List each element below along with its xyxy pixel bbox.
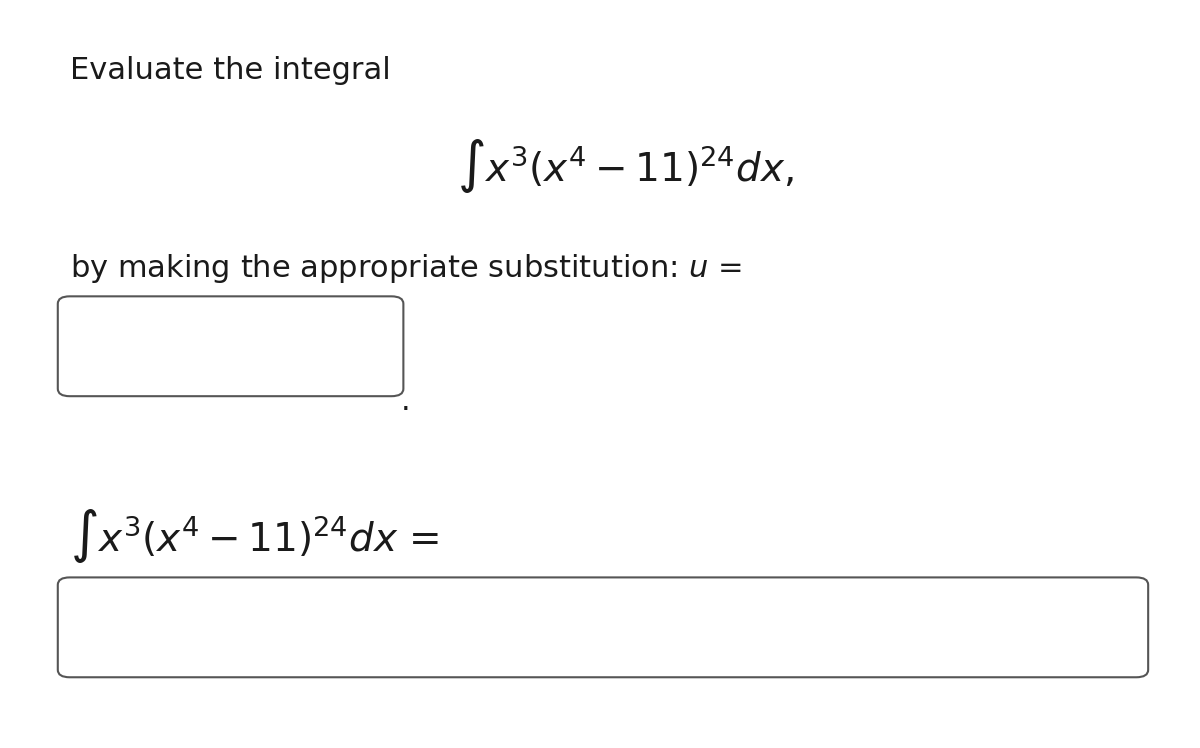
Text: Evaluate the integral: Evaluate the integral — [70, 56, 390, 85]
FancyBboxPatch shape — [58, 577, 1148, 677]
Text: $\int x^3(x^4 - 11)^{24}dx$ =: $\int x^3(x^4 - 11)^{24}dx$ = — [70, 507, 439, 565]
Text: .: . — [401, 387, 410, 416]
Text: $\int x^3(x^4 - 11)^{24}dx,$: $\int x^3(x^4 - 11)^{24}dx,$ — [457, 138, 793, 195]
FancyBboxPatch shape — [58, 296, 403, 396]
Text: by making the appropriate substitution: $u$ =: by making the appropriate substitution: … — [70, 252, 742, 285]
